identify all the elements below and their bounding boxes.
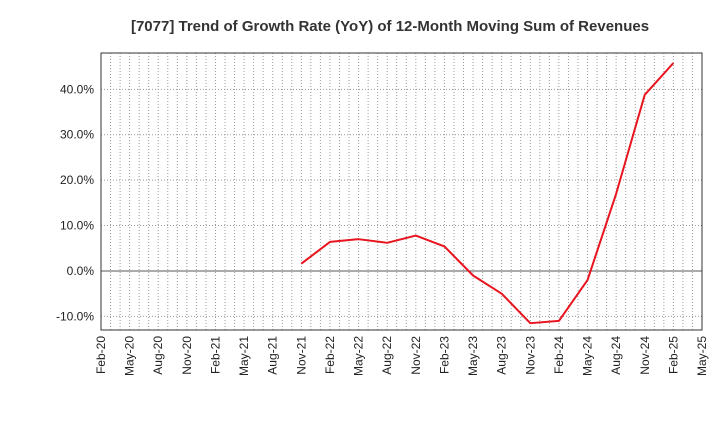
- x-tick-label: Feb-21: [208, 336, 222, 374]
- x-tick-label: Feb-23: [437, 336, 451, 374]
- x-tick-label: Feb-22: [323, 336, 337, 374]
- x-tick-label: May-20: [123, 336, 137, 376]
- y-tick-label: 10.0%: [60, 219, 94, 233]
- grid-lines: [101, 53, 702, 330]
- y-axis: -10.0% 0.0% 10.0% 20.0% 30.0% 40.0%: [56, 82, 94, 323]
- y-tick-label: 0.0%: [67, 264, 95, 278]
- chart-title: [7077] Trend of Growth Rate (YoY) of 12-…: [131, 18, 649, 35]
- series-line: [300, 62, 675, 325]
- x-tick-label: Aug-21: [266, 336, 280, 375]
- x-tick-label: Aug-20: [151, 336, 165, 375]
- y-tick-label: 20.0%: [60, 173, 94, 187]
- y-tick-label: 30.0%: [60, 128, 94, 142]
- x-tick-label: May-21: [237, 336, 251, 376]
- x-tick-label: Nov-21: [294, 336, 308, 375]
- x-tick-label: Nov-22: [409, 336, 423, 375]
- series-layer: [300, 62, 675, 325]
- x-tick-label: Aug-23: [495, 336, 509, 375]
- x-tick-label: Nov-23: [523, 336, 537, 375]
- y-tick-label: -10.0%: [56, 309, 94, 323]
- x-tick-label: Feb-24: [552, 336, 566, 374]
- x-tick-label: Feb-25: [666, 336, 680, 374]
- x-tick-label: May-24: [581, 336, 595, 376]
- x-tick-label: Feb-20: [94, 336, 108, 374]
- x-tick-label: May-23: [466, 336, 480, 376]
- x-tick-label: Aug-22: [380, 336, 394, 375]
- x-tick-label: May-25: [695, 336, 709, 376]
- plot-area: [100, 52, 703, 331]
- x-tick-label: Nov-20: [180, 336, 194, 375]
- x-tick-label: Aug-24: [609, 336, 623, 375]
- y-tick-label: 40.0%: [60, 82, 94, 96]
- x-tick-label: May-22: [352, 336, 366, 376]
- x-axis: Feb-20 May-20 Aug-20 Nov-20 Feb-21 May-21 Aug-…: [94, 336, 709, 376]
- x-tick-label: Nov-24: [638, 336, 652, 375]
